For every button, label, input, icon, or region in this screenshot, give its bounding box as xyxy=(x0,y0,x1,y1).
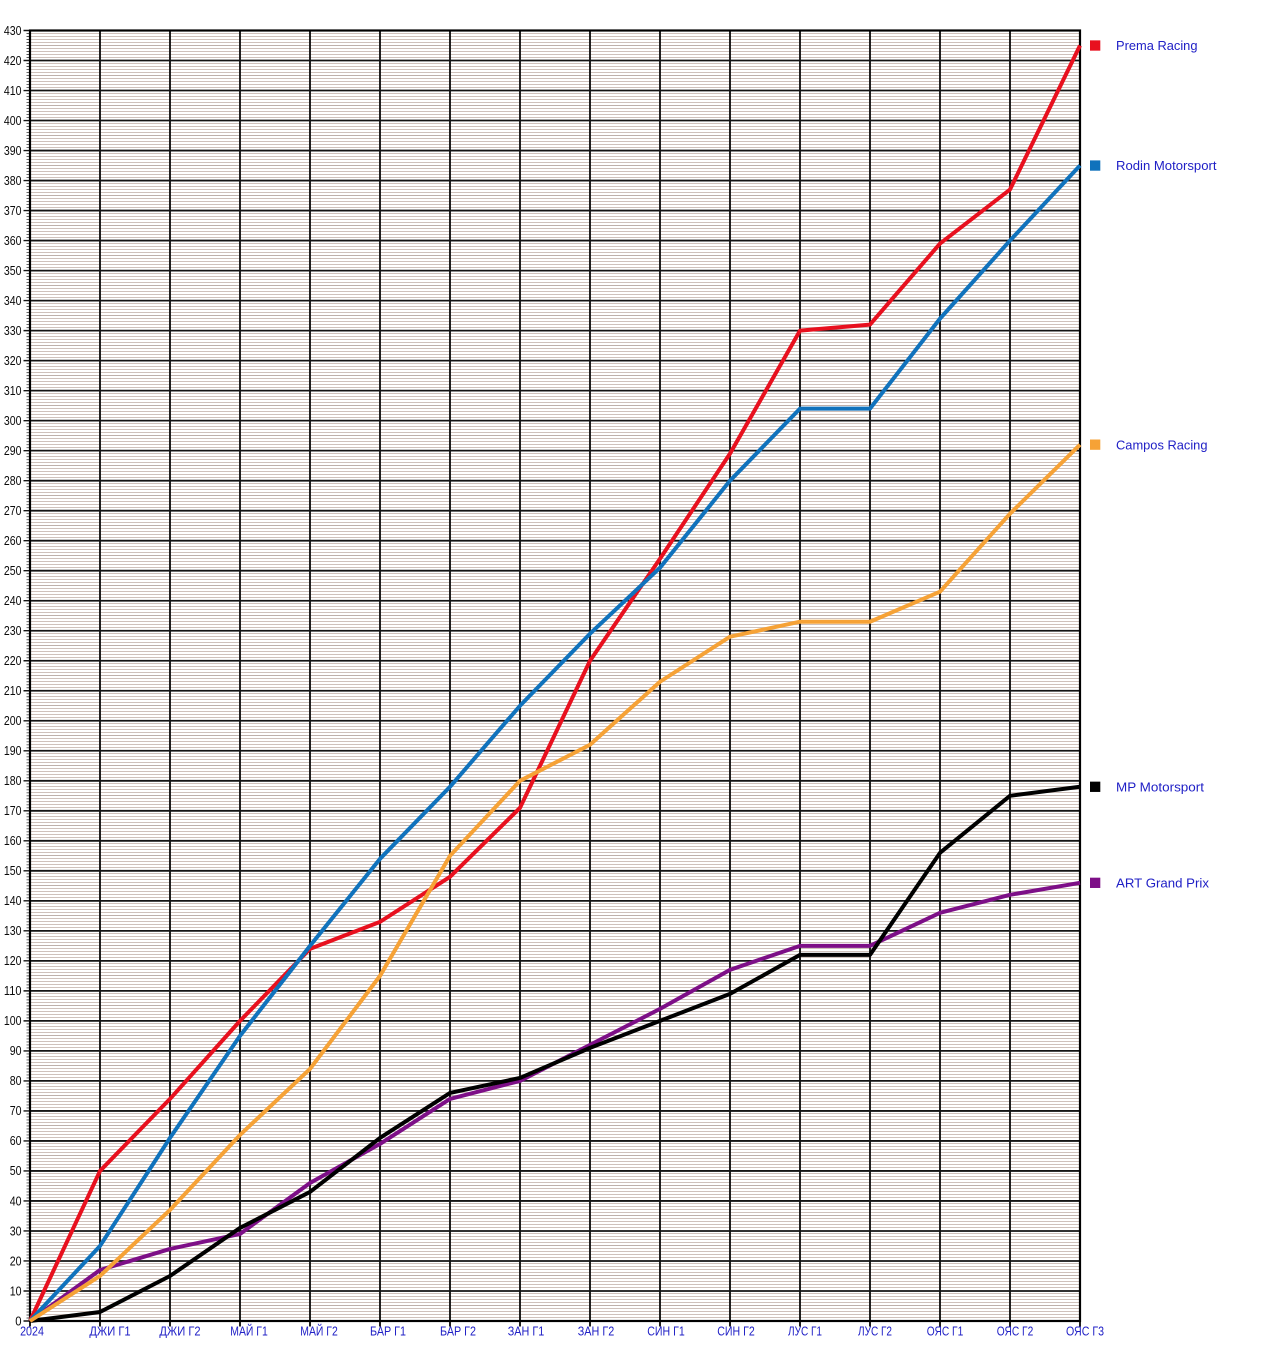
svg-text:ЛУС Г1: ЛУС Г1 xyxy=(788,1324,822,1339)
svg-text:410: 410 xyxy=(4,84,22,98)
svg-text:140: 140 xyxy=(4,894,22,908)
svg-text:80: 80 xyxy=(10,1074,22,1088)
svg-text:280: 280 xyxy=(4,474,22,488)
svg-text:2024: 2024 xyxy=(20,1324,44,1339)
svg-text:ЛУС Г2: ЛУС Г2 xyxy=(858,1324,892,1339)
svg-text:370: 370 xyxy=(4,204,22,218)
svg-text:150: 150 xyxy=(4,864,22,878)
svg-text:ЗАН Г2: ЗАН Г2 xyxy=(578,1324,615,1339)
svg-text:310: 310 xyxy=(4,384,22,398)
svg-text:240: 240 xyxy=(4,594,22,608)
svg-text:160: 160 xyxy=(4,834,22,848)
svg-text:ЗАН Г1: ЗАН Г1 xyxy=(508,1324,545,1339)
svg-text:200: 200 xyxy=(4,714,22,728)
svg-text:MP Motorsport: MP Motorsport xyxy=(1116,779,1204,794)
svg-text:320: 320 xyxy=(4,354,22,368)
svg-text:260: 260 xyxy=(4,534,22,548)
svg-text:50: 50 xyxy=(10,1164,22,1178)
svg-text:30: 30 xyxy=(10,1224,22,1238)
svg-text:Rodin Motorsport: Rodin Motorsport xyxy=(1116,158,1217,173)
svg-text:380: 380 xyxy=(4,174,22,188)
svg-text:130: 130 xyxy=(4,924,22,938)
svg-text:МАЙ Г1: МАЙ Г1 xyxy=(230,1324,268,1339)
svg-text:ОЯС Г3: ОЯС Г3 xyxy=(1066,1324,1104,1339)
svg-text:СИН Г1: СИН Г1 xyxy=(647,1324,685,1339)
svg-text:360: 360 xyxy=(4,234,22,248)
svg-text:Campos Racing: Campos Racing xyxy=(1116,437,1208,452)
svg-text:БАР Г2: БАР Г2 xyxy=(440,1324,476,1339)
svg-text:Prema Racing: Prema Racing xyxy=(1116,38,1198,53)
svg-text:20: 20 xyxy=(10,1254,22,1268)
svg-text:350: 350 xyxy=(4,264,22,278)
svg-text:ОЯС Г1: ОЯС Г1 xyxy=(927,1324,964,1339)
svg-text:70: 70 xyxy=(10,1104,22,1118)
svg-text:ОЯС Г2: ОЯС Г2 xyxy=(997,1324,1034,1339)
svg-text:ДЖИ Г1: ДЖИ Г1 xyxy=(89,1324,130,1339)
svg-text:МАЙ Г2: МАЙ Г2 xyxy=(300,1324,338,1339)
svg-text:270: 270 xyxy=(4,504,22,518)
svg-text:290: 290 xyxy=(4,444,22,458)
svg-text:230: 230 xyxy=(4,624,22,638)
svg-text:170: 170 xyxy=(4,804,22,818)
svg-text:СИН Г2: СИН Г2 xyxy=(717,1324,755,1339)
svg-text:400: 400 xyxy=(4,114,22,128)
svg-text:330: 330 xyxy=(4,324,22,338)
svg-text:210: 210 xyxy=(4,684,22,698)
svg-text:60: 60 xyxy=(10,1134,22,1148)
svg-text:220: 220 xyxy=(4,654,22,668)
svg-text:420: 420 xyxy=(4,54,22,68)
svg-text:250: 250 xyxy=(4,564,22,578)
svg-text:ДЖИ Г2: ДЖИ Г2 xyxy=(159,1324,200,1339)
svg-text:110: 110 xyxy=(4,984,22,998)
svg-text:180: 180 xyxy=(4,774,22,788)
svg-text:40: 40 xyxy=(10,1194,22,1208)
svg-text:90: 90 xyxy=(10,1044,22,1058)
svg-text:ART Grand Prix: ART Grand Prix xyxy=(1116,875,1210,890)
svg-text:340: 340 xyxy=(4,294,22,308)
svg-text:10: 10 xyxy=(10,1284,22,1298)
svg-text:0: 0 xyxy=(15,1314,21,1328)
svg-text:300: 300 xyxy=(4,414,22,428)
svg-text:120: 120 xyxy=(4,954,22,968)
svg-text:430: 430 xyxy=(4,24,22,38)
svg-text:100: 100 xyxy=(4,1014,22,1028)
svg-text:БАР Г1: БАР Г1 xyxy=(370,1324,406,1339)
svg-text:390: 390 xyxy=(4,144,22,158)
svg-text:190: 190 xyxy=(4,744,22,758)
